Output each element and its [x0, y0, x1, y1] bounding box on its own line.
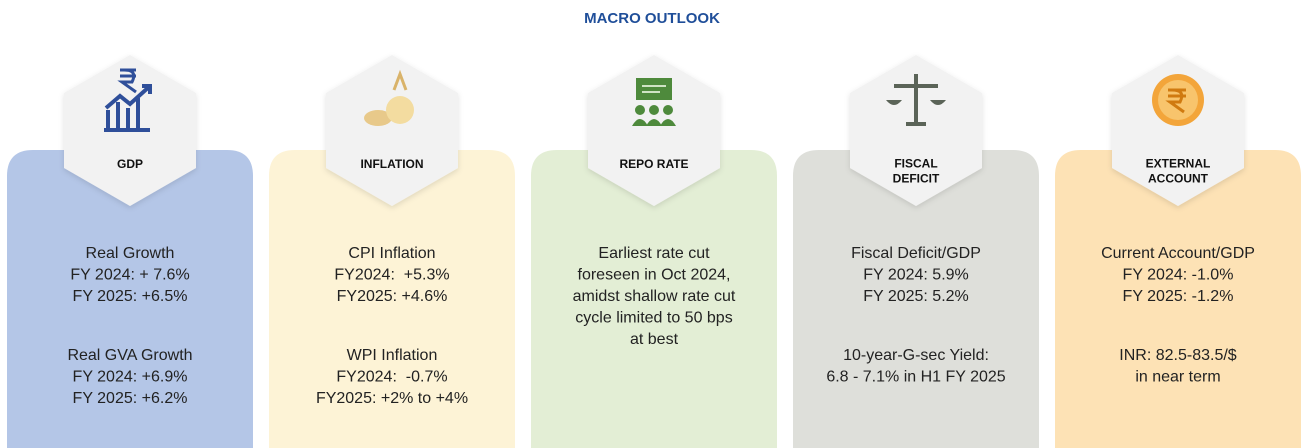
icon: [636, 78, 672, 100]
card-label: EXTERNAL: [1146, 157, 1211, 171]
icon: [646, 119, 662, 126]
icon: [642, 85, 666, 93]
cards: GDP Real Growth FY 2024: + 7.6% FY 2025: +6…: [7, 55, 1301, 448]
icon: [635, 105, 645, 115]
icon: [104, 68, 152, 132]
page-title: MACRO OUTLOOK: [584, 10, 720, 27]
card-text: at best: [630, 331, 679, 348]
card-text: FY 2025: +6.2%: [73, 390, 188, 407]
card: [269, 150, 515, 448]
card-text: FY 2024: 5.9%: [863, 267, 969, 284]
card-text: FY 2025: +6.5%: [73, 288, 188, 305]
card-text: FY 2024: +6.9%: [73, 369, 188, 386]
card-label: GDP: [117, 157, 143, 171]
card-text: FY2024: +5.3%: [334, 267, 449, 284]
hexagon: [1112, 55, 1244, 206]
card-text: foreseen in Oct 2024,: [578, 267, 731, 284]
card-text: INR: 82.5-83.5/$: [1119, 347, 1237, 364]
card-text: CPI Inflation: [348, 245, 435, 262]
card-label: REPO RATE: [619, 157, 688, 171]
card-text: FY 2024: -1.0%: [1123, 267, 1234, 284]
card-text: FY2024: -0.7%: [336, 369, 447, 386]
card-label: FISCAL: [894, 157, 937, 171]
icon: [886, 100, 946, 105]
card-text: FY 2025: -1.2%: [1123, 288, 1234, 305]
card-text: Current Account/GDP: [1101, 245, 1255, 262]
card: [7, 150, 253, 448]
card-text: in near term: [1135, 369, 1220, 386]
card: [1055, 150, 1301, 448]
card-text: FY 2025: 5.2%: [863, 288, 969, 305]
card-label: INFLATION: [360, 157, 423, 171]
icon: [104, 84, 152, 132]
card-text: FY2025: +2% to +4%: [316, 390, 468, 407]
card-text: Fiscal Deficit/GDP: [851, 245, 981, 262]
icon: [663, 105, 673, 115]
icon: [1158, 80, 1198, 120]
icon: [660, 119, 676, 126]
icon: [392, 69, 408, 91]
hexagon: [850, 55, 982, 206]
icon: [364, 110, 392, 126]
icon: [1165, 88, 1186, 114]
card-text: Earliest rate cut: [598, 245, 710, 262]
icon: [886, 74, 946, 126]
icon: [632, 119, 648, 126]
hexagon: [588, 55, 720, 206]
card-text: FY2025: +4.6%: [337, 288, 448, 305]
icon: [386, 96, 414, 124]
card: [793, 150, 1039, 448]
card-text: amidst shallow rate cut: [573, 288, 736, 305]
card-text: 6.8 - 7.1% in H1 FY 2025: [826, 369, 1005, 386]
card-text: WPI Inflation: [347, 347, 438, 364]
icon: [649, 105, 659, 115]
icon: [632, 78, 676, 126]
card-text: FY 2024: + 7.6%: [70, 267, 189, 284]
hexagon: [326, 55, 458, 206]
card: [531, 150, 777, 448]
icon: [1152, 74, 1204, 126]
card-text: 10-year-G-sec Yield:: [843, 347, 989, 364]
icon: [117, 68, 137, 94]
card-text: cycle limited to 50 bps: [575, 310, 732, 327]
card-label: DEFICIT: [893, 172, 940, 186]
icon: [364, 69, 414, 126]
card-label: ACCOUNT: [1148, 172, 1209, 186]
icon: [894, 74, 938, 126]
card-text: Real Growth: [86, 245, 175, 262]
card-text: Real GVA Growth: [67, 347, 192, 364]
